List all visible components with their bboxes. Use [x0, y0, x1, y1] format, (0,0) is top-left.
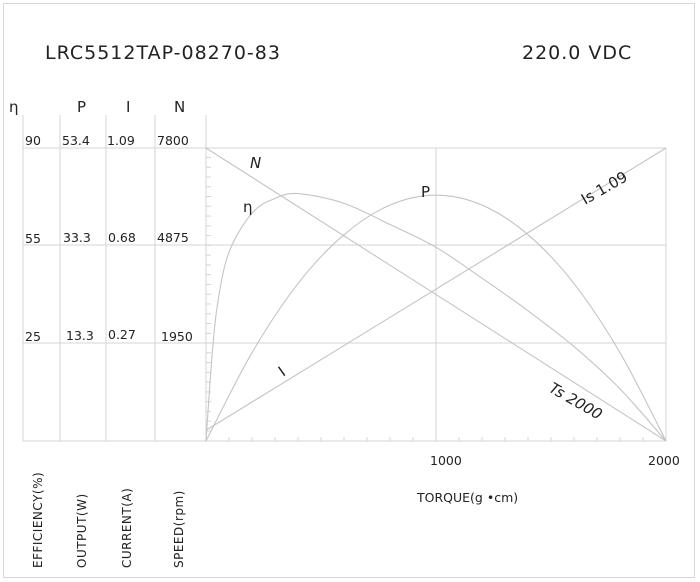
- efficiency-curve-label: η: [243, 198, 253, 216]
- efficiency-symbol: η: [9, 98, 19, 116]
- output-tick: 33.3: [63, 230, 91, 245]
- current-tick: 1.09: [107, 133, 135, 148]
- efficiency-tick: 55: [25, 231, 41, 246]
- voltage-label: 220.0 VDC: [522, 42, 633, 64]
- speed-symbol: N: [174, 98, 186, 116]
- speed-tick: 4875: [157, 230, 189, 245]
- x-tick-label: 2000: [648, 453, 680, 468]
- output-symbol: P: [77, 98, 87, 116]
- current-tick: 0.68: [108, 230, 136, 245]
- current-tick: 0.27: [108, 327, 136, 342]
- stall-current-label: Is 1.09: [578, 168, 631, 209]
- series-line-output: [205, 194, 667, 442]
- x-tick-label: 1000: [430, 453, 462, 468]
- stall-torque-label: Ts 2000: [546, 379, 605, 424]
- output-curve-label: P: [421, 183, 430, 201]
- speed-tick: 7800: [157, 133, 189, 148]
- output-tick: 53.4: [62, 133, 90, 148]
- chart-frame: [3, 3, 695, 578]
- series-line-current: [205, 147, 667, 431]
- current-symbol: I: [126, 98, 131, 116]
- speed-tick: 1950: [161, 329, 193, 344]
- output-tick: 13.3: [66, 328, 94, 343]
- model-title: LRC5512TAP-08270-83: [45, 42, 281, 64]
- x-axis-label: TORQUE(g •cm): [417, 490, 519, 505]
- speed-curve-label: N: [250, 154, 261, 172]
- current-curve-label: I: [275, 363, 289, 380]
- series-line-speed: [205, 147, 667, 442]
- efficiency-tick: 25: [25, 329, 41, 344]
- efficiency-tick: 90: [25, 133, 41, 148]
- series-line-efficiency: [205, 192, 667, 442]
